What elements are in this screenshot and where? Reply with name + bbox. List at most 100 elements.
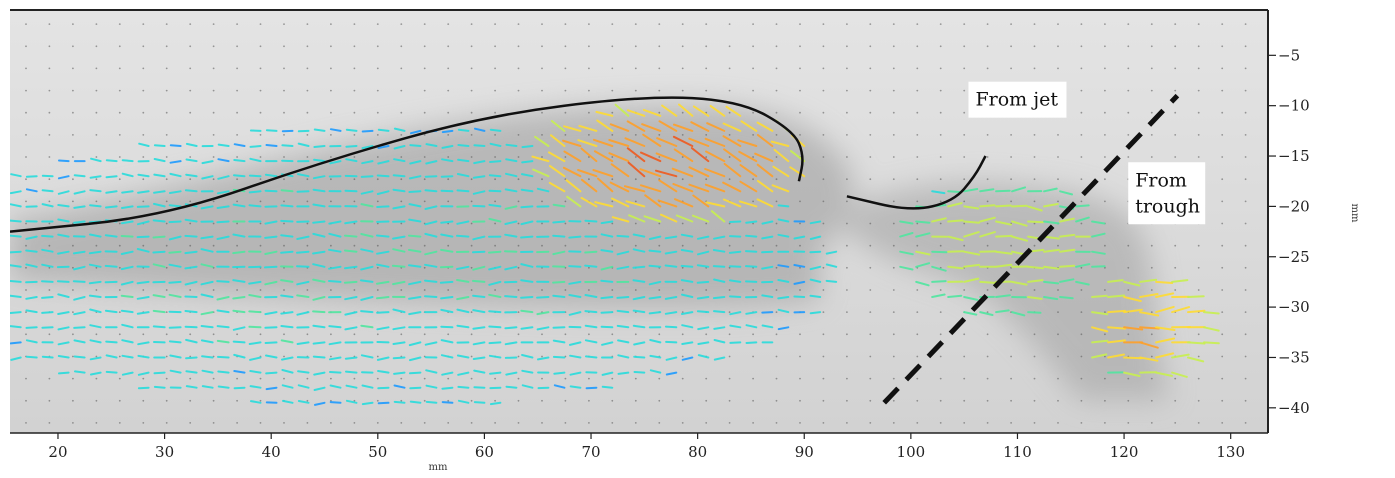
velocity-vector — [217, 355, 230, 359]
velocity-vector — [1075, 263, 1091, 268]
velocity-vector — [233, 159, 246, 163]
x-tick-label: 130 — [1216, 443, 1245, 461]
grid-dot — [1244, 111, 1247, 114]
velocity-vector — [658, 179, 678, 193]
velocity-vector — [249, 145, 262, 148]
velocity-vector — [169, 354, 182, 359]
grid-dot — [705, 422, 708, 424]
grid-dot — [95, 244, 98, 247]
grid-dot — [353, 222, 356, 225]
grid-dot — [728, 178, 731, 181]
grid-dot — [822, 67, 825, 70]
velocity-vector — [328, 341, 342, 346]
grid-dot — [95, 178, 98, 181]
grid-dot — [189, 244, 192, 247]
velocity-vector — [690, 147, 710, 163]
velocity-vector — [632, 248, 646, 253]
grid-dot — [1150, 67, 1153, 70]
grid-dot — [541, 134, 543, 136]
grid-dot — [376, 178, 379, 181]
grid-dot — [236, 67, 239, 70]
velocity-vector — [585, 386, 598, 390]
grid-dot — [306, 89, 309, 92]
velocity-vector — [600, 249, 614, 253]
velocity-vector — [216, 220, 230, 224]
velocity-vector — [1187, 341, 1206, 345]
velocity-vector — [592, 138, 614, 147]
velocity-vector — [562, 139, 582, 147]
velocity-vector — [665, 371, 678, 376]
velocity-vector — [121, 371, 134, 376]
grid-dot — [775, 89, 778, 92]
velocity-vector — [201, 160, 214, 165]
grid-dot — [564, 67, 567, 70]
grid-dot — [541, 399, 543, 402]
velocity-vector — [549, 165, 566, 178]
grid-dot — [1221, 355, 1224, 358]
velocity-vector — [440, 248, 454, 253]
velocity-vector — [520, 188, 534, 193]
grid-dot — [447, 89, 450, 92]
grid-dot — [1127, 156, 1130, 158]
grid-dot — [588, 333, 590, 336]
velocity-vector — [344, 265, 358, 270]
grid-dot — [1221, 23, 1224, 25]
grid-dot — [494, 134, 496, 136]
velocity-vector — [472, 204, 486, 208]
grid-dot — [1080, 399, 1083, 402]
grid-dot — [564, 222, 567, 225]
grid-dot — [1033, 289, 1036, 291]
grid-dot — [588, 45, 590, 48]
velocity-vector — [328, 265, 342, 270]
grid-dot — [283, 111, 285, 114]
velocity-vector — [745, 311, 758, 315]
velocity-vector — [41, 248, 54, 253]
velocity-vector — [25, 355, 38, 359]
velocity-vector — [89, 324, 102, 329]
velocity-vector — [312, 203, 326, 208]
velocity-vector — [521, 173, 534, 178]
velocity-vector — [457, 371, 470, 376]
grid-dot — [963, 377, 966, 380]
grid-dot — [1197, 89, 1200, 92]
grid-dot — [1010, 200, 1012, 203]
grid-dot — [48, 156, 51, 158]
velocity-vector — [441, 129, 454, 134]
velocity-vector — [1139, 356, 1159, 362]
grid-dot — [142, 67, 145, 70]
velocity-vector — [664, 325, 678, 329]
velocity-vector — [152, 294, 166, 298]
velocity-vector — [1091, 339, 1109, 344]
velocity-vector — [264, 220, 278, 225]
velocity-vector — [168, 263, 182, 268]
grid-dot — [869, 67, 872, 70]
grid-dot — [611, 45, 614, 48]
velocity-vector — [248, 341, 262, 345]
x-tick-label: 120 — [1110, 443, 1139, 461]
velocity-vector — [313, 371, 326, 376]
velocity-vector — [392, 356, 406, 360]
velocity-vector — [642, 133, 662, 147]
velocity-vector — [665, 340, 678, 344]
grid-dot — [1080, 422, 1083, 424]
grid-dot — [353, 45, 356, 48]
grid-dot — [1197, 45, 1200, 48]
velocity-vector — [457, 144, 470, 147]
grid-dot — [189, 399, 192, 402]
grid-dot — [259, 200, 262, 203]
velocity-vector — [617, 354, 630, 359]
grid-dot — [986, 311, 989, 313]
grid-dot — [752, 89, 754, 92]
grid-dot — [658, 244, 661, 247]
grid-dot — [376, 156, 379, 158]
grid-dot — [611, 67, 614, 70]
velocity-vector — [915, 220, 931, 224]
velocity-vector — [553, 384, 566, 389]
velocity-vector — [644, 194, 662, 208]
grid-dot — [963, 422, 966, 424]
grid-dot — [1221, 156, 1224, 158]
velocity-vector — [153, 144, 166, 147]
grid-dot — [822, 355, 825, 358]
grid-dot — [1244, 156, 1247, 158]
velocity-vector — [584, 219, 598, 223]
